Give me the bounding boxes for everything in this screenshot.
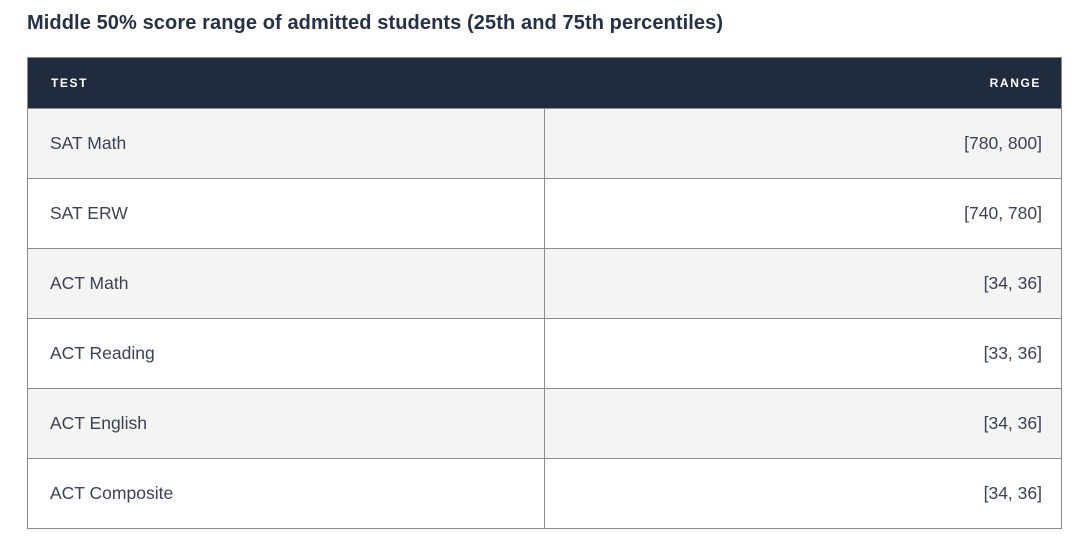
table-title: Middle 50% score range of admitted stude…	[27, 12, 724, 34]
table-body: SAT Math [780, 800] SAT ERW [740, 780] A…	[28, 108, 1061, 528]
range-cell: [34, 36]	[983, 273, 1042, 293]
test-cell: SAT ERW	[28, 179, 545, 248]
range-cell: [34, 36]	[983, 413, 1042, 433]
range-cell: [740, 780]	[964, 203, 1042, 223]
range-cell: [780, 800]	[964, 133, 1042, 153]
column-header-test: TEST	[51, 76, 89, 90]
column-header-range: RANGE	[989, 76, 1041, 90]
table-row: SAT Math [780, 800]	[28, 108, 1061, 178]
table-row: SAT ERW [740, 780]	[28, 178, 1061, 248]
test-cell: ACT Composite	[28, 459, 545, 528]
table-header-row: TEST RANGE	[28, 58, 1061, 108]
range-cell: [33, 36]	[983, 343, 1042, 363]
table-row: ACT Math [34, 36]	[28, 248, 1061, 318]
score-range-table: TEST RANGE SAT Math [780, 800] SAT ERW […	[27, 57, 1062, 529]
table-row: ACT Reading [33, 36]	[28, 318, 1061, 388]
test-cell: ACT English	[28, 389, 545, 458]
table-row: ACT English [34, 36]	[28, 388, 1061, 458]
range-cell: [34, 36]	[983, 483, 1042, 503]
test-cell: SAT Math	[28, 109, 545, 178]
table-row: ACT Composite [34, 36]	[28, 458, 1061, 528]
test-cell: ACT Math	[28, 249, 545, 318]
test-cell: ACT Reading	[28, 319, 545, 388]
page: Middle 50% score range of admitted stude…	[27, 12, 1062, 529]
